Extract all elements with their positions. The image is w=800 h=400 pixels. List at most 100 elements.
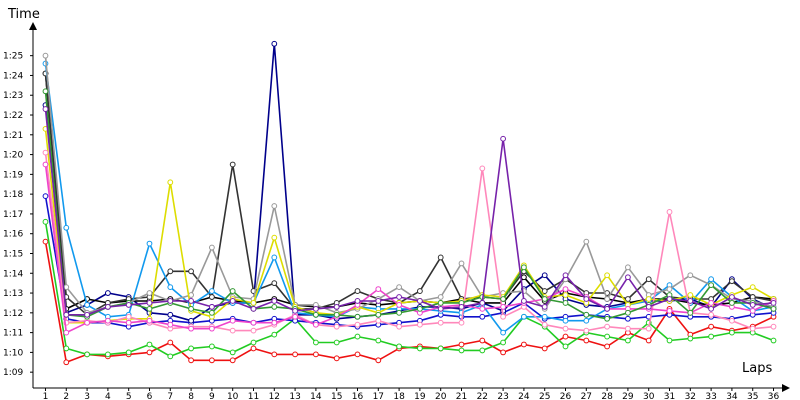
series-11 bbox=[42, 161, 777, 336]
data-point bbox=[666, 337, 673, 344]
data-point bbox=[666, 209, 673, 215]
data-point bbox=[541, 345, 548, 352]
data-point bbox=[354, 333, 361, 340]
data-point bbox=[250, 305, 257, 312]
y-tick-label: 1:21 bbox=[3, 131, 23, 141]
x-tick-label: 30 bbox=[643, 392, 655, 400]
data-point bbox=[458, 347, 465, 354]
y-tick-label: 1:24 bbox=[3, 71, 23, 81]
data-point bbox=[396, 343, 402, 350]
data-point bbox=[229, 327, 236, 334]
data-point bbox=[271, 319, 278, 326]
data-point bbox=[84, 302, 90, 308]
x-tick-label: 2 bbox=[63, 392, 69, 400]
data-point bbox=[479, 165, 486, 172]
data-point bbox=[271, 254, 278, 261]
data-point bbox=[437, 319, 444, 326]
data-point bbox=[250, 345, 257, 352]
data-point bbox=[437, 345, 444, 352]
x-tick-label: 14 bbox=[310, 392, 322, 400]
data-point bbox=[250, 339, 257, 346]
x-tick-label: 36 bbox=[768, 392, 780, 400]
data-point bbox=[42, 88, 49, 95]
data-point bbox=[666, 286, 673, 292]
data-point bbox=[333, 303, 340, 310]
data-point bbox=[666, 296, 673, 302]
data-point bbox=[604, 343, 611, 350]
y-tick-label: 1:18 bbox=[3, 190, 23, 200]
data-point bbox=[500, 349, 507, 356]
data-point bbox=[271, 280, 278, 287]
data-point bbox=[583, 238, 590, 245]
series-line bbox=[44, 195, 774, 328]
x-axis-title: Laps bbox=[742, 361, 772, 376]
data-point bbox=[500, 303, 507, 310]
data-point bbox=[458, 319, 465, 326]
data-point bbox=[583, 296, 590, 302]
data-point bbox=[188, 317, 194, 324]
x-tick-label: 26 bbox=[560, 392, 572, 400]
x-tick-label: 25 bbox=[539, 392, 550, 400]
x-ticks: 1 2 3 4 5 6 7 8 9 10 11 12 13 14 15 16 17 18 19 20 21 22 23 24 2… bbox=[43, 388, 780, 400]
data-point bbox=[146, 317, 153, 324]
data-point bbox=[42, 218, 49, 225]
data-point bbox=[687, 335, 694, 342]
data-point bbox=[375, 337, 382, 344]
x-tick-label: 17 bbox=[373, 392, 384, 400]
data-point bbox=[583, 311, 590, 318]
x-tick-label: 16 bbox=[352, 392, 364, 400]
data-point bbox=[104, 351, 111, 358]
data-point bbox=[167, 353, 174, 360]
data-point bbox=[250, 300, 257, 306]
data-point bbox=[562, 300, 569, 306]
data-point bbox=[229, 317, 236, 324]
data-point bbox=[604, 305, 611, 312]
series-line bbox=[44, 164, 774, 334]
data-point bbox=[770, 305, 777, 312]
x-tick-label: 20 bbox=[435, 392, 447, 400]
data-point bbox=[521, 341, 527, 348]
data-point bbox=[229, 357, 236, 364]
series-2 bbox=[42, 218, 777, 360]
data-point bbox=[42, 238, 49, 245]
x-tick-label: 34 bbox=[726, 392, 738, 400]
x-tick-label: 32 bbox=[685, 392, 696, 400]
data-point bbox=[167, 321, 174, 328]
series-line bbox=[44, 221, 774, 358]
data-point bbox=[729, 317, 735, 324]
data-point bbox=[84, 351, 90, 358]
data-point bbox=[479, 300, 486, 306]
data-point bbox=[63, 359, 70, 366]
data-point bbox=[729, 278, 735, 285]
series-group bbox=[42, 40, 777, 366]
series-line bbox=[44, 73, 774, 310]
x-tick-label: 8 bbox=[188, 392, 194, 400]
series-line bbox=[44, 109, 774, 316]
x-tick-label: 33 bbox=[705, 392, 716, 400]
data-point bbox=[167, 179, 174, 186]
data-point bbox=[604, 333, 611, 340]
data-point bbox=[749, 284, 756, 291]
data-point bbox=[708, 333, 715, 340]
x-tick-label: 18 bbox=[393, 392, 405, 400]
data-point bbox=[229, 298, 236, 304]
data-point bbox=[562, 317, 569, 324]
data-point bbox=[146, 290, 153, 296]
series-12 bbox=[42, 88, 777, 322]
series-line bbox=[44, 55, 774, 314]
x-tick-label: 10 bbox=[227, 392, 239, 400]
data-point bbox=[84, 319, 90, 326]
data-point bbox=[63, 224, 70, 231]
data-point bbox=[167, 284, 174, 291]
data-point bbox=[312, 321, 319, 328]
data-point bbox=[708, 282, 715, 289]
x-tick-label: 27 bbox=[581, 392, 592, 400]
series-6 bbox=[42, 70, 777, 318]
data-point bbox=[645, 325, 652, 332]
data-point bbox=[146, 349, 153, 356]
data-point bbox=[271, 351, 278, 358]
data-point bbox=[292, 313, 298, 320]
data-point bbox=[396, 323, 402, 330]
data-point bbox=[208, 343, 215, 350]
data-point bbox=[271, 203, 278, 209]
